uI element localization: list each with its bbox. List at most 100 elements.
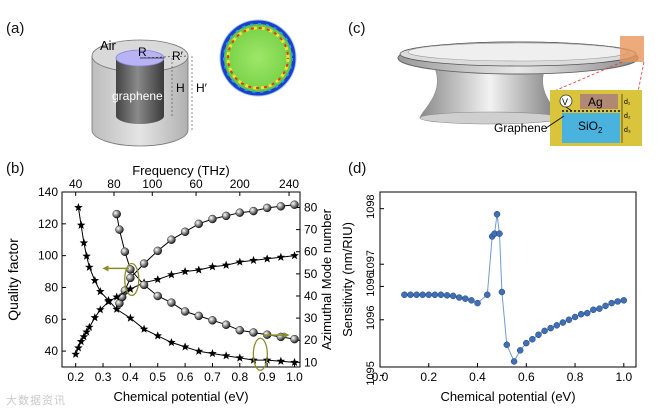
x-tick-label: 1.0 xyxy=(286,370,303,384)
star-marker xyxy=(96,287,105,296)
y-tick-label: 1095 xyxy=(365,361,377,385)
sphere-marker xyxy=(290,334,299,344)
watermark: 大数据资讯 xyxy=(6,395,66,407)
sphere-marker xyxy=(262,203,272,213)
star-marker xyxy=(290,357,299,366)
panel-d-label: (d) xyxy=(348,160,367,177)
data-point xyxy=(608,299,615,307)
x2-tick-label: 80 xyxy=(107,177,121,191)
sphere-marker xyxy=(235,326,245,335)
x2-tick-label: 40 xyxy=(69,177,83,191)
chart-b-frame xyxy=(61,191,301,368)
sphere-marker xyxy=(208,214,217,224)
x-tick-label: 0.0 xyxy=(372,370,389,384)
sio2-label: SiO2 xyxy=(578,119,603,135)
star-marker xyxy=(76,337,86,346)
sphere-marker xyxy=(194,219,203,229)
zoom-line xyxy=(551,61,623,93)
data-point xyxy=(516,347,524,354)
data-point xyxy=(437,291,445,299)
left-axis-indicator xyxy=(124,262,140,297)
sphere-marker xyxy=(167,235,176,244)
air-label: Air xyxy=(100,38,117,53)
y-tick-label: 1098 xyxy=(365,194,377,218)
left-axis-arrowhead xyxy=(102,265,109,272)
star-marker xyxy=(96,305,105,314)
star-marker xyxy=(85,262,94,271)
y-tick-label: 140 xyxy=(38,185,58,199)
outer-radius-line xyxy=(139,55,189,59)
panel-a-schematic: Air R R′ graphene H H′ xyxy=(91,19,297,147)
sphere-marker xyxy=(221,211,231,221)
data-point xyxy=(535,331,542,339)
star-marker xyxy=(112,304,121,313)
star-marker xyxy=(262,254,272,263)
star-marker xyxy=(235,353,245,362)
data-point xyxy=(431,291,439,299)
sphere-marker xyxy=(235,208,245,217)
sphere-marker xyxy=(180,307,190,316)
data-point xyxy=(484,291,491,299)
sphere-marker xyxy=(112,209,121,219)
chart-d-frame xyxy=(379,191,637,368)
h-prime-label: H′ xyxy=(196,81,208,95)
mode-field-image xyxy=(219,19,297,97)
d3-label: d₃ xyxy=(624,127,631,134)
sphere-marker xyxy=(180,227,190,236)
data-point xyxy=(419,291,426,299)
data-point xyxy=(401,291,408,299)
x2-axis-label: Frequency (THz) xyxy=(132,165,230,178)
sphere-marker xyxy=(167,298,176,307)
star-marker xyxy=(235,257,245,266)
data-point xyxy=(523,339,530,347)
star-marker xyxy=(180,342,190,351)
x-tick-label: 0.8 xyxy=(231,370,248,384)
x-tick-label: 0.9 xyxy=(259,370,276,384)
d2-label: d₂ xyxy=(624,113,631,120)
data-point xyxy=(498,288,506,296)
y2-tick-label: 70 xyxy=(304,223,318,237)
data-point xyxy=(449,292,457,300)
sphere-marker xyxy=(249,328,258,337)
star-marker xyxy=(276,252,286,261)
data-point xyxy=(559,319,567,326)
sphere-marker xyxy=(115,225,124,234)
y-tick-label: 1097 xyxy=(365,250,377,274)
star-marker xyxy=(139,324,149,333)
panel-c-schematic: V Ag SiO2 d₁ d₂ d₃ Graphene xyxy=(397,36,645,146)
right-axis-arrowhead xyxy=(283,332,290,339)
data-point xyxy=(565,316,573,324)
sio2-subscript: 2 xyxy=(598,126,603,135)
star-marker xyxy=(276,356,286,365)
y-axis-label: Sensitivity (nm/RIU) xyxy=(340,222,355,337)
star-marker xyxy=(82,251,91,260)
star-marker xyxy=(167,337,176,347)
star-marker xyxy=(208,262,217,271)
y2-tick-label: 20 xyxy=(304,333,318,347)
x-tick-label: 0.5 xyxy=(149,370,166,384)
data-point xyxy=(583,309,591,317)
data-point xyxy=(571,313,579,321)
star-marker xyxy=(153,275,163,284)
sphere-marker xyxy=(139,259,149,268)
star-marker xyxy=(153,331,163,340)
star-marker xyxy=(76,220,86,229)
cross-section-inset xyxy=(550,90,642,146)
data-point xyxy=(413,291,420,299)
sphere-marker xyxy=(276,202,286,211)
sio2-label-text: SiO xyxy=(578,119,598,133)
star-marker xyxy=(126,284,135,293)
graphene-label: graphene xyxy=(112,89,163,103)
data-point xyxy=(614,298,621,305)
x2-tick-label: 60 xyxy=(189,177,203,191)
x-axis-label: Chemical potential (eV) xyxy=(113,389,248,404)
h-label: H xyxy=(176,81,185,95)
graphene-pointer xyxy=(545,115,565,129)
data-point xyxy=(474,299,481,307)
x-tick-label: 0.2 xyxy=(67,370,84,384)
x-tick-label: 0.6 xyxy=(177,370,194,384)
x2-tick-label: 200 xyxy=(230,177,250,191)
panel-b-label: (b) xyxy=(6,160,25,177)
sphere-marker xyxy=(126,273,135,283)
chart-b: 0.2 0.3 0.4 0.5 0.6 0.7 0.8 0.9 1.0 40 60 80 100 120 1… xyxy=(5,165,334,404)
